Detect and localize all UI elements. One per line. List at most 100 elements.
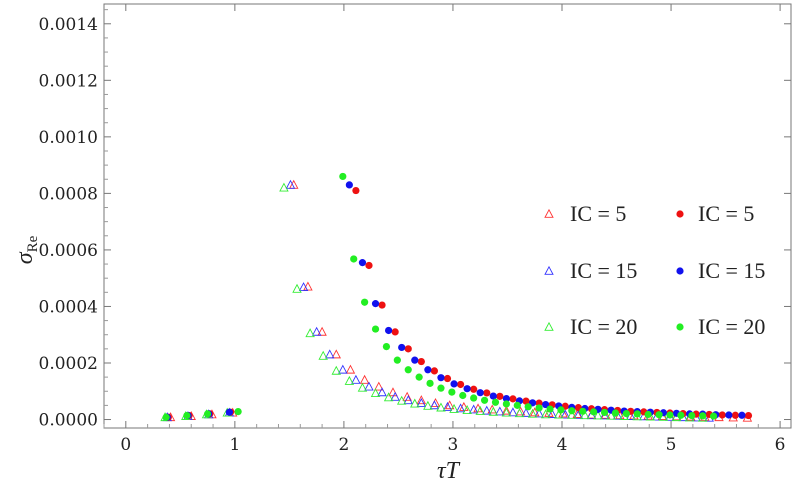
data-point [331, 365, 342, 375]
legend-item: IC = 5 [544, 201, 626, 226]
data-point [344, 375, 355, 385]
data-point [731, 411, 739, 419]
y-tick-label: 0.0012 [39, 71, 98, 91]
data-point [450, 380, 458, 388]
data-point [377, 387, 387, 397]
data-point [162, 413, 170, 421]
x-tick-label: 0 [120, 435, 131, 455]
data-point [361, 298, 369, 306]
data-point [437, 374, 445, 382]
data-point [305, 328, 315, 338]
legend-item: IC = 5 [676, 201, 754, 226]
data-point [404, 345, 412, 353]
data-point [311, 326, 322, 336]
data-point [396, 395, 407, 405]
data-point [390, 391, 400, 401]
data-point [514, 408, 525, 418]
data-marks [160, 172, 753, 422]
data-point [279, 182, 289, 192]
data-point [416, 397, 427, 407]
data-point [388, 387, 398, 397]
data-point [655, 411, 663, 419]
data-point [383, 392, 394, 402]
legend: IC = 5 IC = 15 IC = 20 IC = 5 IC = 15 IC = 20 [544, 201, 765, 339]
data-point [410, 398, 420, 408]
y-axis-label-sub: Re [25, 235, 41, 252]
data-point [339, 172, 347, 181]
data-point [358, 259, 367, 267]
data-point [415, 373, 423, 381]
x-tick-label: 6 [775, 435, 786, 455]
data-point [480, 396, 489, 404]
data-point [444, 400, 455, 410]
data-point [455, 403, 466, 413]
legend-label: IC = 15 [698, 258, 765, 283]
data-point [489, 392, 497, 400]
data-point [488, 406, 499, 416]
legend-label: IC = 15 [570, 258, 637, 283]
data-point [462, 405, 472, 415]
legend-label: IC = 20 [570, 314, 637, 339]
data-point [448, 388, 456, 396]
data-point [476, 389, 484, 397]
legend-item: IC = 20 [676, 314, 765, 339]
x-axis-label: τT [437, 458, 461, 484]
data-point [430, 367, 439, 375]
x-tick-label: 3 [448, 435, 459, 455]
data-point [317, 326, 327, 336]
data-point [666, 411, 674, 419]
data-point [738, 411, 746, 419]
data-point [677, 411, 685, 419]
data-point [203, 410, 212, 418]
data-point [234, 408, 242, 416]
data-point [633, 410, 641, 418]
data-point [459, 391, 467, 400]
y-tick-label: 0.0010 [39, 128, 98, 148]
legend-marker [544, 265, 554, 275]
data-point [542, 400, 550, 409]
y-axis-label: σRe [12, 235, 41, 264]
data-point [398, 343, 406, 352]
data-point [402, 391, 412, 401]
data-point [298, 282, 309, 292]
series-4 [163, 181, 746, 421]
data-point [534, 408, 544, 418]
data-point [350, 255, 358, 263]
data-point [600, 408, 609, 417]
legend-label: IC = 5 [698, 201, 754, 226]
series-1 [162, 179, 714, 422]
data-point [483, 389, 491, 397]
data-point [426, 379, 434, 387]
data-point [370, 388, 381, 398]
data-point [437, 384, 445, 392]
axis-ticks: 0 1 2 3 4 5 6 0.0000 0.0002 0.0004 0.0006 0.0008 0.0… [39, 4, 791, 455]
data-point [225, 408, 234, 416]
data-point [568, 407, 576, 415]
data-point [463, 385, 471, 393]
data-point [285, 179, 296, 189]
data-point [443, 374, 452, 383]
data-point [411, 356, 419, 364]
data-point [522, 397, 530, 405]
data-point [521, 407, 531, 417]
legend-marker [676, 210, 684, 218]
plot-frame [103, 3, 792, 429]
x-tick-label: 5 [666, 435, 677, 455]
plot-border [103, 3, 792, 429]
legend-item: IC = 15 [676, 258, 765, 283]
y-tick-label: 0.0002 [39, 354, 98, 374]
data-point [560, 409, 571, 419]
data-point [501, 407, 512, 417]
data-point [424, 366, 432, 374]
data-point [540, 409, 551, 419]
data-point [359, 374, 370, 384]
data-point [501, 405, 512, 415]
legend-marker [544, 321, 554, 331]
data-point [535, 404, 543, 412]
data-point [496, 392, 504, 400]
data-point [622, 409, 630, 418]
data-point [572, 408, 583, 418]
data-point [524, 403, 532, 411]
data-point [423, 400, 433, 410]
